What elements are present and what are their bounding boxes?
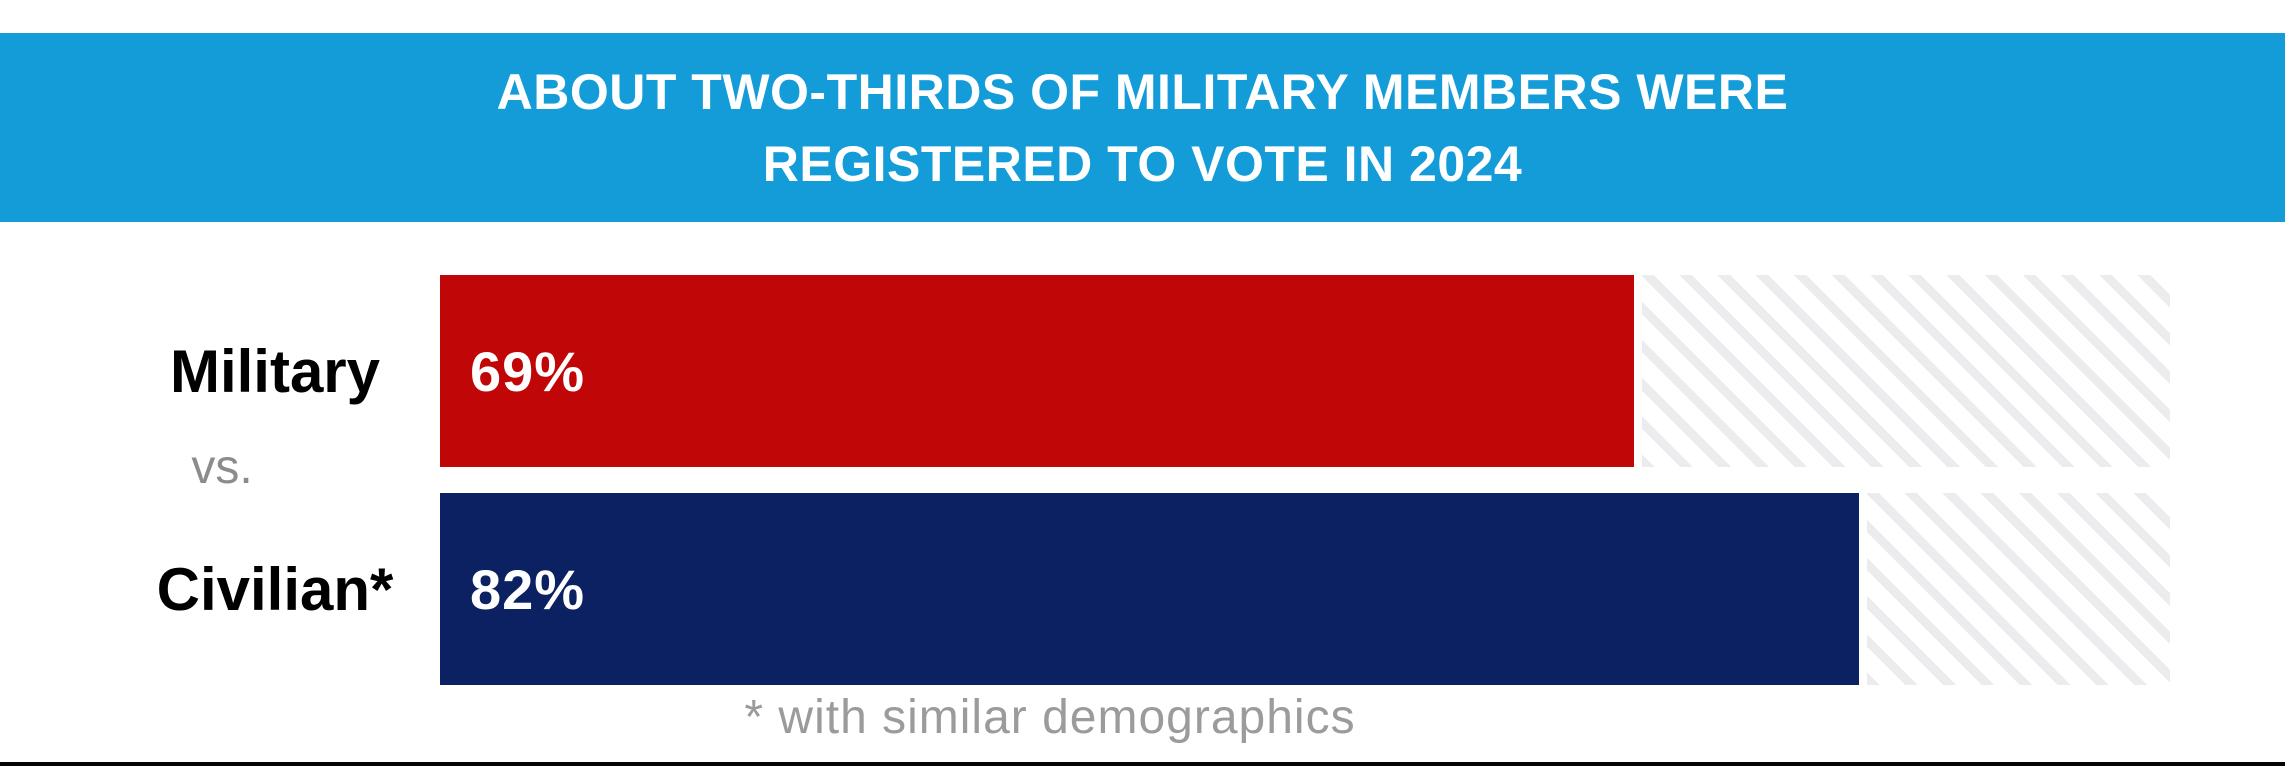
value-label-civilian: 82% <box>470 557 586 621</box>
bar-track-civilian: 82% <box>440 493 2170 685</box>
chart-title-banner: ABOUT TWO-THIRDS OF MILITARY MEMBERS WER… <box>0 33 2285 222</box>
bar-remainder-hatch-military <box>1642 275 2170 467</box>
vs-label: vs. <box>191 440 253 494</box>
bar-remainder-hatch-civilian <box>1867 493 2170 685</box>
footnote: * with similar demographics <box>744 691 1356 744</box>
category-label-military: Military <box>169 337 381 405</box>
bar-military: 69% <box>440 275 1634 467</box>
chart-title-line1: ABOUT TWO-THIRDS OF MILITARY MEMBERS WER… <box>496 63 1789 120</box>
bar-civilian: 82% <box>440 493 1859 685</box>
bar-track-military: 69% <box>440 275 2170 467</box>
chart-title-line2: REGISTERED TO VOTE IN 2024 <box>762 135 1523 192</box>
value-label-military: 69% <box>470 339 586 403</box>
bottom-rule <box>0 762 2285 766</box>
category-label-civilian: Civilian* <box>156 555 394 623</box>
